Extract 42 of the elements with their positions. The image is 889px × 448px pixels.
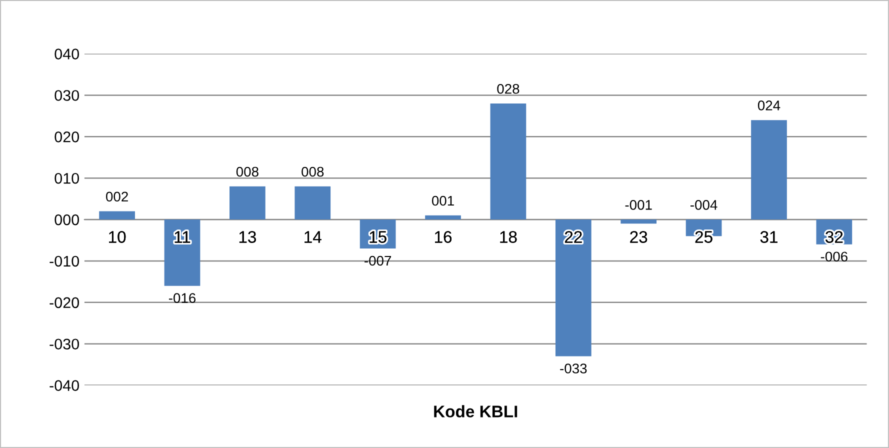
y-tick-label: 030 <box>54 90 79 101</box>
bar <box>294 186 331 220</box>
x-tick-label: 23 <box>630 231 648 243</box>
x-tick-label: 32 <box>826 231 843 243</box>
bar <box>164 220 200 286</box>
x-tick-label: 14 <box>304 231 322 243</box>
data-label: 008 <box>236 166 258 177</box>
x-tick-label: 10 <box>109 231 126 243</box>
y-tick-label: 000 <box>54 214 79 226</box>
data-label: 001 <box>432 196 454 206</box>
x-tick-label: 13 <box>239 231 256 243</box>
x-tick-label: 16 <box>435 231 452 243</box>
bar <box>99 211 135 220</box>
y-tick-label: -040 <box>50 380 79 391</box>
bar <box>425 215 461 220</box>
data-label: 008 <box>302 166 324 177</box>
data-label: -006 <box>820 252 848 262</box>
data-label: 002 <box>106 192 128 202</box>
x-tick-label: 22 <box>564 231 582 243</box>
data-label: -007 <box>364 256 392 266</box>
data-label: -001 <box>625 200 652 210</box>
x-tick-label: 18 <box>500 231 517 243</box>
data-label: -033 <box>560 364 587 374</box>
y-tick-label: 010 <box>54 172 79 184</box>
data-label: 024 <box>758 100 780 110</box>
x-tick-label: 15 <box>370 231 386 243</box>
bar <box>751 120 787 220</box>
y-tick-label: -010 <box>50 256 79 267</box>
data-label: -016 <box>168 293 196 303</box>
bar <box>620 220 657 224</box>
x-tick-label: 31 <box>760 231 778 243</box>
data-label: -004 <box>690 200 718 210</box>
bar <box>490 103 526 220</box>
bar <box>230 186 266 220</box>
x-tick-label: 11 <box>174 231 190 243</box>
y-tick-label: 040 <box>54 48 79 60</box>
bar <box>555 220 592 356</box>
x-axis-title: Kode KBLI <box>434 405 518 418</box>
data-label: 028 <box>497 84 520 94</box>
y-tick-label: -020 <box>50 297 79 308</box>
y-tick-label: -030 <box>50 338 79 350</box>
y-tick-label: 020 <box>54 132 79 142</box>
